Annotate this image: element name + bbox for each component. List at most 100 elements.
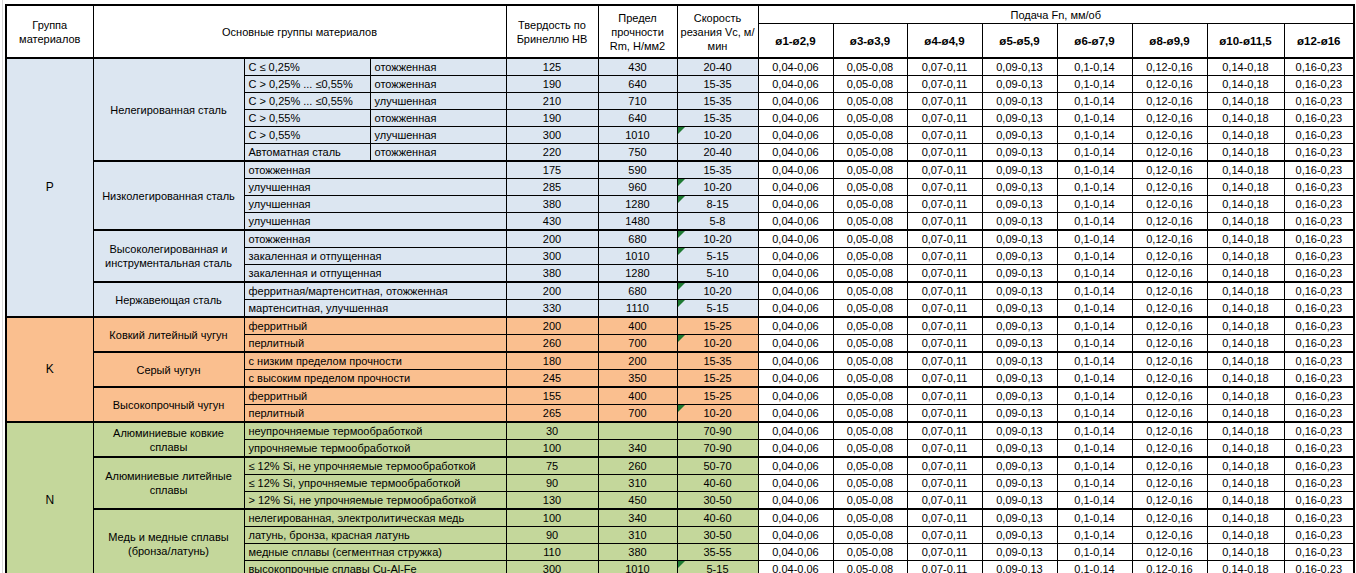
feed-cell[interactable]: 0,07-0,11 (907, 76, 982, 93)
feed-cell[interactable]: 0,04-0,06 (758, 196, 833, 213)
feed-cell[interactable]: 0,04-0,06 (758, 144, 833, 162)
feed-cell[interactable]: 0,09-0,13 (982, 282, 1057, 300)
hb-cell[interactable]: 180 (506, 352, 598, 370)
feed-cell[interactable]: 0,04-0,06 (758, 492, 833, 510)
feed-cell[interactable]: 0,14-0,18 (1207, 110, 1284, 127)
rm-cell[interactable]: 380 (598, 544, 677, 561)
feed-cell[interactable]: 0,07-0,11 (907, 196, 982, 213)
group-name-cell[interactable]: Серый чугун (93, 352, 244, 387)
feed-cell[interactable]: 0,1-0,14 (1057, 76, 1132, 93)
feed-cell[interactable]: 0,07-0,11 (907, 561, 982, 573)
feed-cell[interactable]: 0,1-0,14 (1057, 544, 1132, 561)
feed-cell[interactable]: 0,04-0,06 (758, 248, 833, 265)
feed-cell[interactable]: 0,07-0,11 (907, 405, 982, 423)
feed-cell[interactable]: 0,12-0,16 (1132, 110, 1207, 127)
vc-cell[interactable]: 40-60 (677, 475, 758, 492)
subgroup-cell[interactable]: > 12% Si, не упрочняемые термообработкой (244, 492, 506, 510)
hb-cell[interactable]: 110 (506, 544, 598, 561)
feed-cell[interactable]: 0,1-0,14 (1057, 475, 1132, 492)
feed-cell[interactable]: 0,1-0,14 (1057, 213, 1132, 231)
feed-cell[interactable]: 0,12-0,16 (1132, 335, 1207, 353)
feed-cell[interactable]: 0,12-0,16 (1132, 144, 1207, 162)
vc-cell[interactable]: 10-20 (677, 405, 758, 423)
feed-cell[interactable]: 0,16-0,23 (1284, 76, 1354, 93)
feed-cell[interactable]: 0,05-0,08 (833, 144, 907, 162)
feed-cell[interactable]: 0,05-0,08 (833, 561, 907, 573)
feed-cell[interactable]: 0,16-0,23 (1284, 475, 1354, 492)
feed-cell[interactable]: 0,1-0,14 (1057, 387, 1132, 405)
feed-cell[interactable]: 0,04-0,06 (758, 317, 833, 335)
rm-cell[interactable]: 680 (598, 230, 677, 248)
feed-cell[interactable]: 0,1-0,14 (1057, 58, 1132, 76)
treatment-cell[interactable]: отожженная (370, 76, 506, 93)
subgroup-cell[interactable]: С > 0,25% ... ≤0,55% (244, 76, 370, 93)
feed-cell[interactable]: 0,12-0,16 (1132, 265, 1207, 283)
vc-cell[interactable]: 30-50 (677, 492, 758, 510)
vc-cell[interactable]: 15-35 (677, 93, 758, 110)
feed-cell[interactable]: 0,1-0,14 (1057, 405, 1132, 423)
rm-cell[interactable]: 400 (598, 317, 677, 335)
material-class-cell[interactable]: P (6, 58, 93, 317)
subgroup-cell[interactable]: отожженная (244, 161, 506, 179)
feed-cell[interactable]: 0,09-0,13 (982, 196, 1057, 213)
feed-cell[interactable]: 0,14-0,18 (1207, 230, 1284, 248)
feed-cell[interactable]: 0,14-0,18 (1207, 265, 1284, 283)
feed-cell[interactable]: 0,14-0,18 (1207, 492, 1284, 510)
feed-cell[interactable]: 0,07-0,11 (907, 300, 982, 318)
feed-cell[interactable]: 0,05-0,08 (833, 422, 907, 440)
material-class-cell[interactable]: K (6, 317, 93, 422)
rm-cell[interactable]: 340 (598, 509, 677, 527)
treatment-cell[interactable]: отожженная (370, 58, 506, 76)
feed-cell[interactable]: 0,1-0,14 (1057, 561, 1132, 573)
rm-cell[interactable]: 430 (598, 58, 677, 76)
feed-cell[interactable]: 0,09-0,13 (982, 161, 1057, 179)
feed-cell[interactable]: 0,1-0,14 (1057, 127, 1132, 144)
feed-cell[interactable]: 0,14-0,18 (1207, 509, 1284, 527)
feed-cell[interactable]: 0,07-0,11 (907, 475, 982, 492)
feed-cell[interactable]: 0,16-0,23 (1284, 161, 1354, 179)
feed-cell[interactable]: 0,09-0,13 (982, 179, 1057, 196)
feed-cell[interactable]: 0,05-0,08 (833, 300, 907, 318)
feed-cell[interactable]: 0,12-0,16 (1132, 544, 1207, 561)
feed-cell[interactable]: 0,05-0,08 (833, 457, 907, 475)
feed-cell[interactable]: 0,05-0,08 (833, 544, 907, 561)
rm-cell[interactable]: 750 (598, 144, 677, 162)
feed-cell[interactable]: 0,1-0,14 (1057, 527, 1132, 544)
feed-cell[interactable]: 0,07-0,11 (907, 544, 982, 561)
rm-cell[interactable]: 710 (598, 93, 677, 110)
feed-cell[interactable]: 0,05-0,08 (833, 179, 907, 196)
feed-cell[interactable]: 0,14-0,18 (1207, 527, 1284, 544)
rm-cell[interactable] (598, 422, 677, 440)
feed-cell[interactable]: 0,14-0,18 (1207, 93, 1284, 110)
feed-cell[interactable]: 0,14-0,18 (1207, 58, 1284, 76)
feed-cell[interactable]: 0,04-0,06 (758, 422, 833, 440)
subgroup-cell[interactable]: закаленная и отпущенная (244, 265, 506, 283)
group-name-cell[interactable]: Высоколегированная и инструментальная ст… (93, 230, 244, 282)
feed-cell[interactable]: 0,07-0,11 (907, 457, 982, 475)
feed-cell[interactable]: 0,09-0,13 (982, 527, 1057, 544)
feed-cell[interactable]: 0,14-0,18 (1207, 352, 1284, 370)
header-diam-7[interactable]: ø10-ø11,5 (1207, 24, 1284, 59)
subgroup-cell[interactable]: перлитный (244, 405, 506, 423)
feed-cell[interactable]: 0,12-0,16 (1132, 317, 1207, 335)
vc-cell[interactable]: 5-10 (677, 265, 758, 283)
feed-cell[interactable]: 0,14-0,18 (1207, 405, 1284, 423)
feed-cell[interactable]: 0,09-0,13 (982, 127, 1057, 144)
header-strength-rm[interactable]: Предел прочности Rm, Н/мм2 (598, 5, 677, 58)
group-name-cell[interactable]: Высокопрочный чугун (93, 387, 244, 422)
hb-cell[interactable]: 200 (506, 317, 598, 335)
rm-cell[interactable]: 1110 (598, 300, 677, 318)
feed-cell[interactable]: 0,07-0,11 (907, 422, 982, 440)
feed-cell[interactable]: 0,09-0,13 (982, 492, 1057, 510)
vc-cell[interactable]: 15-35 (677, 76, 758, 93)
feed-cell[interactable]: 0,04-0,06 (758, 76, 833, 93)
feed-cell[interactable]: 0,16-0,23 (1284, 387, 1354, 405)
feed-cell[interactable]: 0,09-0,13 (982, 230, 1057, 248)
feed-cell[interactable]: 0,07-0,11 (907, 127, 982, 144)
subgroup-cell[interactable]: С ≤ 0,25% (244, 58, 370, 76)
feed-cell[interactable]: 0,12-0,16 (1132, 405, 1207, 423)
subgroup-cell[interactable]: ≤ 12% Si, упрочняемые термообработкой (244, 475, 506, 492)
feed-cell[interactable]: 0,1-0,14 (1057, 248, 1132, 265)
hb-cell[interactable]: 260 (506, 335, 598, 353)
subgroup-cell[interactable]: упрочняемые термообработкой (244, 440, 506, 458)
